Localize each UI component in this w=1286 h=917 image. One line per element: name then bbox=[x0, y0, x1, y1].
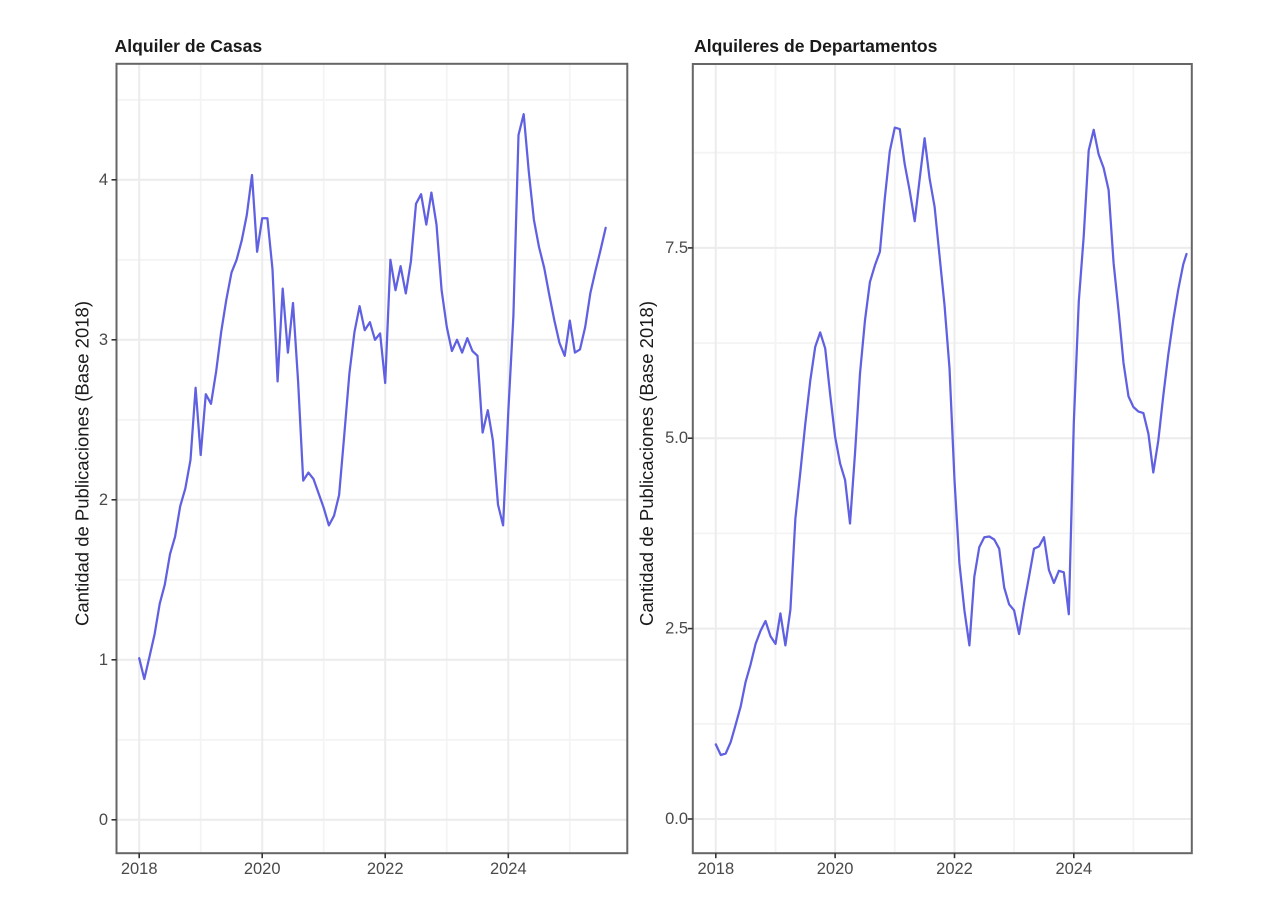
svg-text:2022: 2022 bbox=[367, 860, 404, 878]
svg-text:2020: 2020 bbox=[244, 860, 281, 878]
svg-text:4: 4 bbox=[99, 171, 108, 189]
svg-text:7.5: 7.5 bbox=[665, 239, 688, 257]
svg-text:2018: 2018 bbox=[121, 860, 158, 878]
svg-text:Alquileres de Departamentos: Alquileres de Departamentos bbox=[694, 36, 938, 56]
svg-text:3: 3 bbox=[99, 331, 108, 349]
svg-text:2020: 2020 bbox=[817, 860, 854, 878]
svg-text:2: 2 bbox=[99, 491, 108, 509]
svg-text:5.0: 5.0 bbox=[665, 429, 688, 447]
svg-text:2024: 2024 bbox=[490, 860, 527, 878]
svg-text:2024: 2024 bbox=[1055, 860, 1092, 878]
svg-text:2022: 2022 bbox=[936, 860, 973, 878]
svg-text:Cantidad de Publicaciones (Bas: Cantidad de Publicaciones (Base 2018) bbox=[72, 301, 93, 626]
svg-text:Alquiler de Casas: Alquiler de Casas bbox=[115, 36, 263, 56]
svg-text:2018: 2018 bbox=[697, 860, 734, 878]
svg-text:0.0: 0.0 bbox=[665, 810, 688, 828]
svg-text:1: 1 bbox=[99, 651, 108, 669]
svg-text:0: 0 bbox=[99, 811, 108, 829]
svg-text:Cantidad de Publicaciones (Bas: Cantidad de Publicaciones (Base 2018) bbox=[636, 301, 657, 626]
svg-text:2.5: 2.5 bbox=[665, 620, 688, 638]
